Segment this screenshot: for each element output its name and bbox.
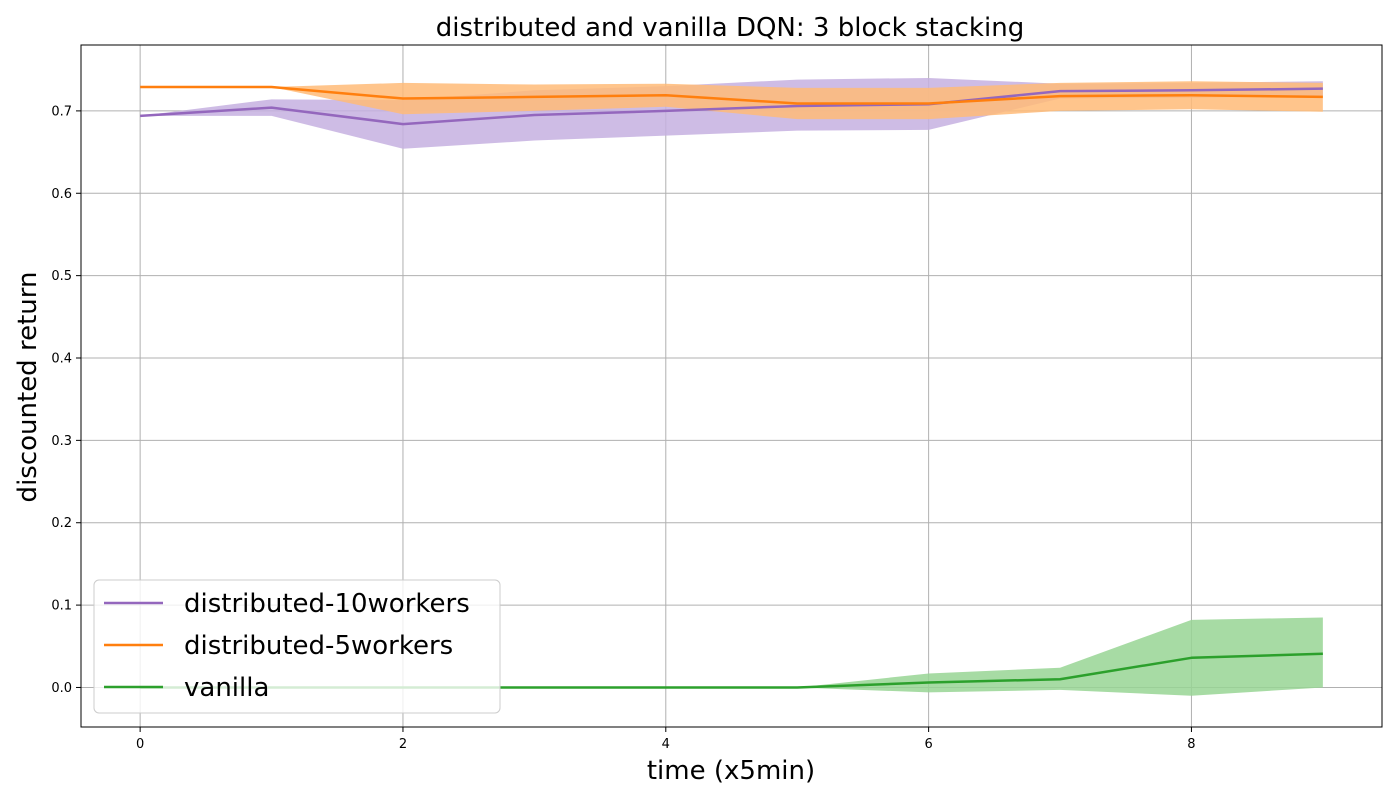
x-tick-label: 4 xyxy=(662,737,670,752)
band-vanilla xyxy=(140,617,1323,696)
chart-title: distributed and vanilla DQN: 3 block sta… xyxy=(436,13,1024,43)
y-tick-label: 0.5 xyxy=(51,269,72,284)
legend: distributed-10workers distributed-5worker… xyxy=(93,579,501,714)
y-tick-label: 0.2 xyxy=(51,516,72,531)
y-tick-label: 0.1 xyxy=(51,599,72,614)
y-axis: 0.0 0.1 0.2 0.3 0.4 0.5 0.6 0.7 xyxy=(51,104,81,696)
y-tick-label: 0.7 xyxy=(51,104,72,119)
line-distributed-10workers xyxy=(140,87,1323,126)
plot-frame xyxy=(80,44,1383,728)
x-tick-label: 2 xyxy=(399,737,407,752)
legend-label: distributed-5workers xyxy=(184,631,453,661)
y-tick-label: 0.6 xyxy=(51,187,72,202)
x-tick-label: 0 xyxy=(136,737,144,752)
x-axis-label: time (x5min) xyxy=(647,756,815,786)
x-tick-label: 6 xyxy=(924,737,932,752)
x-axis: 0 2 4 6 8 xyxy=(136,727,1196,752)
y-tick-label: 0.4 xyxy=(51,351,72,366)
legend-box xyxy=(93,579,501,714)
y-tick-label: 0.0 xyxy=(51,681,72,696)
legend-label: vanilla xyxy=(184,673,269,703)
y-tick-label: 0.3 xyxy=(51,434,72,449)
line-distributed-5workers xyxy=(140,85,1323,105)
y-axis-label: discounted return xyxy=(13,272,43,503)
legend-label: distributed-10workers xyxy=(184,589,470,619)
x-tick-label: 8 xyxy=(1187,737,1195,752)
